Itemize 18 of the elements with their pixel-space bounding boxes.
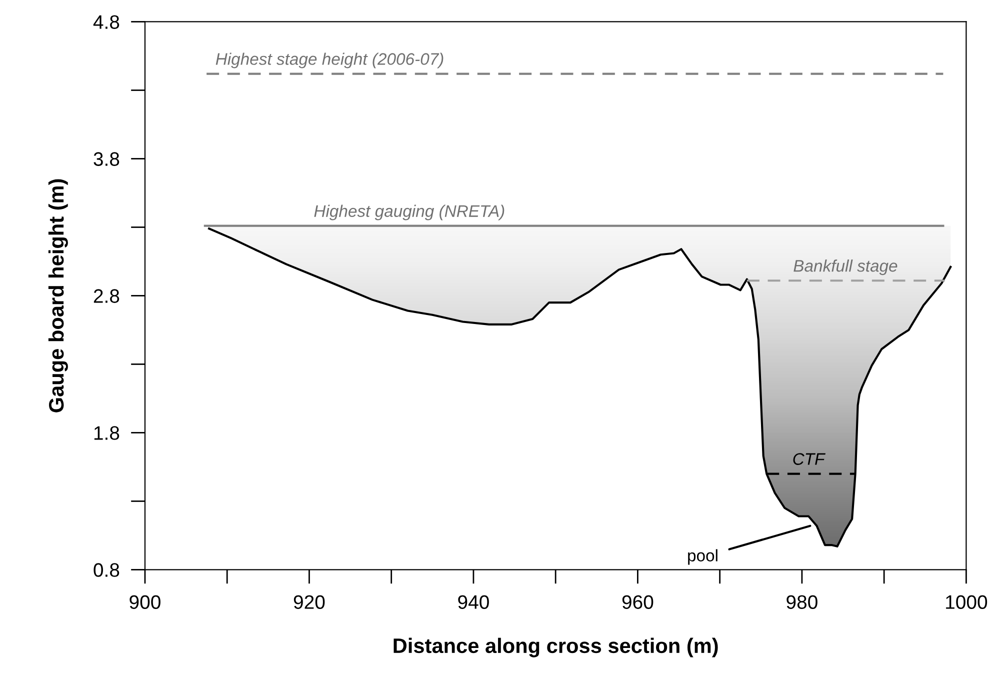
annotation: Highest stage height (2006-07): [216, 52, 444, 68]
annotation: CTF: [793, 453, 826, 465]
x-tick-label: 980: [786, 595, 818, 609]
x-tick-label: 900: [130, 595, 160, 609]
annotation: pool: [688, 549, 718, 565]
y-axis-title: Gauge board height (m): [48, 179, 68, 412]
y-tick-label: 2.8: [94, 289, 120, 303]
y-tick-label: 4.8: [93, 15, 120, 29]
x-tick-label: 1000: [946, 595, 988, 609]
y-tick-label: 3.8: [94, 152, 120, 166]
x-tick-label: 920: [294, 595, 325, 609]
y-tick-label: 1.8: [94, 426, 120, 440]
annotation: Highest gauging (NRETA): [314, 204, 504, 220]
y-tick-label: 0.8: [94, 563, 120, 577]
x-tick-label: 940: [458, 595, 489, 609]
x-axis-title: Distance along cross section (m): [394, 638, 718, 658]
x-tick-label: 960: [622, 595, 654, 609]
annotation: Bankfull stage: [794, 260, 898, 276]
